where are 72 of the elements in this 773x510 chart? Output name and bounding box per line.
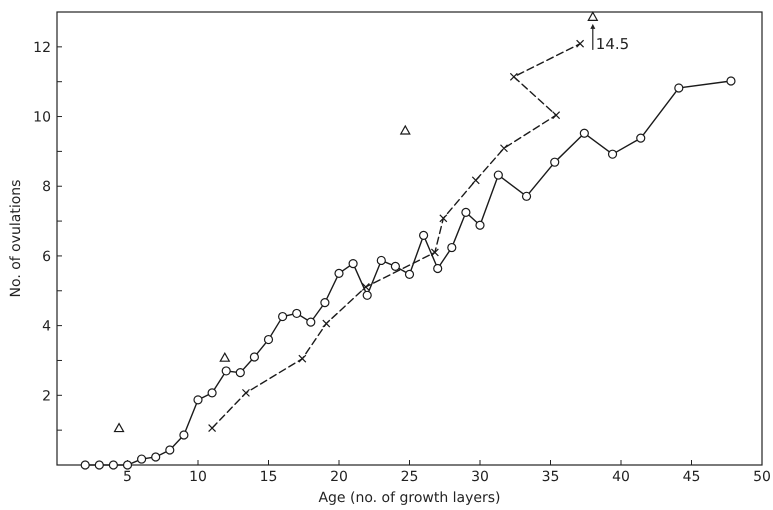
point	[510, 72, 518, 81]
point	[430, 248, 439, 257]
point	[348, 258, 358, 268]
point	[179, 430, 188, 440]
point	[94, 460, 104, 470]
x-tick-label: 15	[260, 469, 278, 485]
point	[362, 282, 370, 292]
point	[114, 422, 124, 432]
point	[439, 214, 448, 222]
point	[362, 290, 372, 300]
point	[278, 312, 288, 322]
y-axis-title: No. of ovulations	[8, 180, 24, 298]
x-tick-label: 5	[123, 469, 132, 485]
point	[588, 12, 598, 21]
point	[674, 83, 684, 93]
x-tick-label: 45	[682, 469, 700, 485]
point	[400, 125, 410, 135]
point	[208, 424, 216, 432]
point	[376, 256, 386, 266]
point	[242, 388, 250, 397]
point	[550, 158, 560, 167]
point	[298, 354, 306, 363]
point	[122, 460, 132, 470]
y-tick-label: 12	[33, 40, 51, 56]
point	[461, 208, 470, 217]
point	[320, 298, 330, 308]
point	[419, 230, 428, 240]
point	[151, 452, 160, 462]
point	[580, 128, 589, 138]
y-tick-label: 8	[42, 179, 51, 196]
point	[433, 264, 442, 274]
point	[236, 368, 245, 378]
x-tick-label: 25	[400, 469, 418, 485]
point	[500, 144, 508, 152]
point	[306, 318, 316, 327]
x-tick-label: 10	[189, 469, 207, 485]
point	[552, 111, 560, 120]
point	[80, 460, 90, 470]
point	[390, 262, 400, 271]
point	[250, 352, 259, 362]
y-tick-label: 10	[33, 110, 51, 126]
y-tick-label: 6	[42, 248, 52, 265]
point	[475, 220, 485, 230]
point	[334, 268, 344, 278]
x-tick-label: 30	[471, 469, 489, 485]
annotation: 14.5	[596, 34, 630, 53]
point	[726, 76, 736, 86]
x-axis-title: Age (no. of growth layers)	[318, 490, 501, 506]
y-tick-label: 2	[42, 388, 51, 404]
point	[220, 352, 230, 362]
y-tick-label: 4	[42, 318, 52, 335]
point	[447, 242, 456, 252]
point	[472, 176, 480, 184]
point	[137, 454, 146, 464]
x-tick-label: 35	[542, 469, 560, 485]
point	[522, 192, 532, 201]
x-tick-label: 20	[330, 469, 348, 485]
point	[108, 460, 118, 470]
point	[608, 150, 618, 159]
point	[193, 395, 203, 404]
point	[165, 445, 174, 455]
point	[322, 319, 330, 328]
point	[576, 40, 584, 48]
point	[264, 334, 274, 344]
x-tick-label: 40	[612, 469, 630, 485]
x-tick-label: 50	[753, 469, 771, 485]
point	[404, 270, 414, 279]
point	[292, 308, 302, 318]
point	[636, 134, 646, 143]
point	[208, 388, 217, 398]
point	[222, 366, 231, 376]
point	[494, 170, 503, 180]
